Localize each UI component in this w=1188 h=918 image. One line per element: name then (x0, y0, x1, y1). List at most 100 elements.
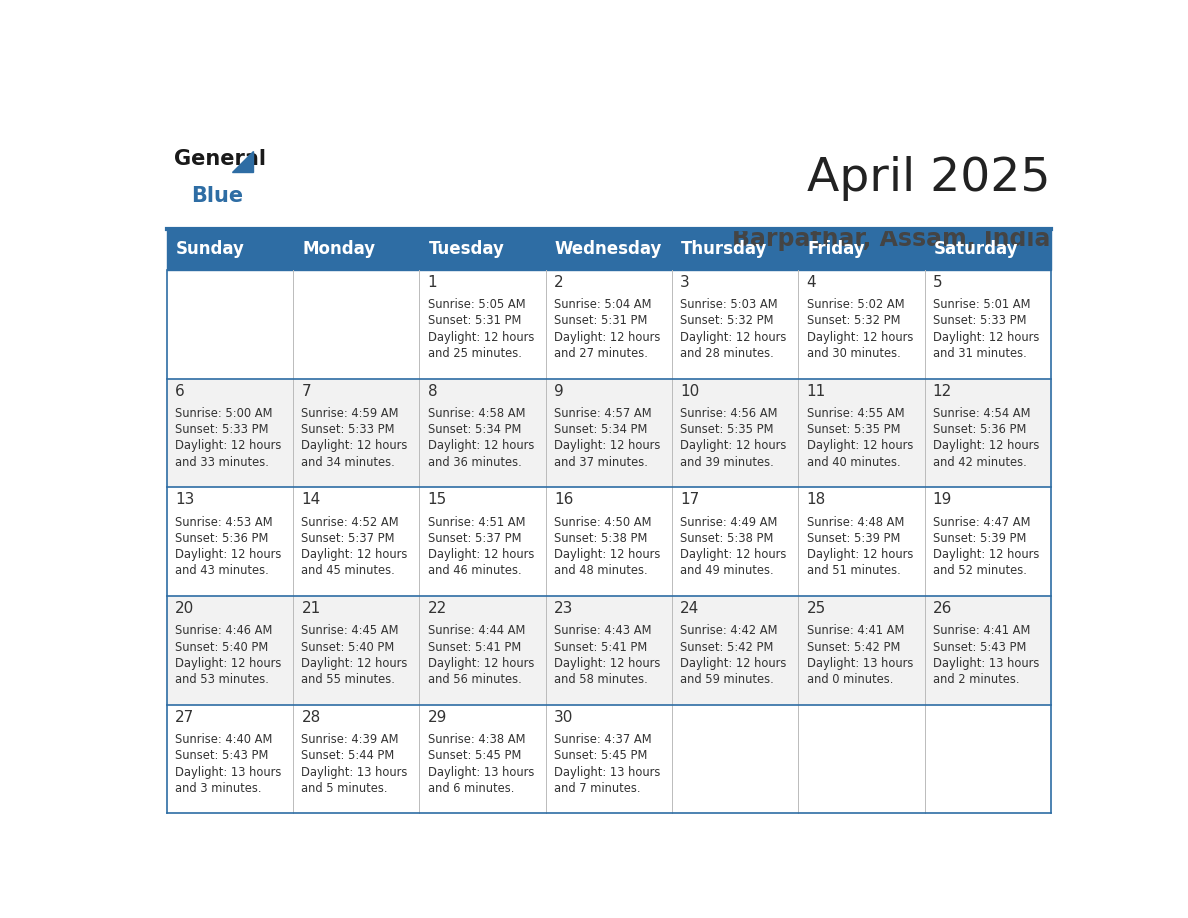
Text: Daylight: 12 hours: Daylight: 12 hours (554, 440, 661, 453)
Text: and 33 minutes.: and 33 minutes. (175, 455, 268, 469)
Text: 6: 6 (175, 384, 185, 398)
Text: Sunrise: 4:55 AM: Sunrise: 4:55 AM (807, 407, 904, 420)
Text: and 53 minutes.: and 53 minutes. (175, 673, 268, 686)
Text: 16: 16 (554, 492, 574, 508)
Polygon shape (233, 151, 253, 173)
Text: Sunset: 5:41 PM: Sunset: 5:41 PM (428, 641, 522, 654)
Bar (166, 229, 1051, 270)
Text: Sunrise: 4:53 AM: Sunrise: 4:53 AM (175, 516, 273, 529)
Text: 30: 30 (554, 710, 574, 724)
Text: Daylight: 12 hours: Daylight: 12 hours (175, 440, 282, 453)
Text: Sunset: 5:42 PM: Sunset: 5:42 PM (681, 641, 773, 654)
Text: Daylight: 12 hours: Daylight: 12 hours (428, 330, 535, 343)
Text: and 31 minutes.: and 31 minutes. (933, 347, 1026, 360)
Text: Daylight: 12 hours: Daylight: 12 hours (681, 330, 786, 343)
Bar (545, 487, 672, 596)
Text: Daylight: 13 hours: Daylight: 13 hours (933, 657, 1040, 670)
Text: and 48 minutes.: and 48 minutes. (554, 565, 647, 577)
Text: and 28 minutes.: and 28 minutes. (681, 347, 775, 360)
Text: Sunrise: 4:56 AM: Sunrise: 4:56 AM (681, 407, 778, 420)
Text: Daylight: 12 hours: Daylight: 12 hours (554, 330, 661, 343)
Text: Daylight: 12 hours: Daylight: 12 hours (681, 440, 786, 453)
Bar (419, 487, 545, 596)
Text: Daylight: 12 hours: Daylight: 12 hours (175, 548, 282, 561)
Text: and 51 minutes.: and 51 minutes. (807, 565, 901, 577)
Text: Sunrise: 5:02 AM: Sunrise: 5:02 AM (807, 298, 904, 311)
Text: 5: 5 (933, 274, 942, 290)
Text: Sunset: 5:33 PM: Sunset: 5:33 PM (175, 423, 268, 436)
Text: and 27 minutes.: and 27 minutes. (554, 347, 647, 360)
Text: Friday: Friday (808, 241, 865, 258)
Text: and 43 minutes.: and 43 minutes. (175, 565, 268, 577)
Text: 21: 21 (302, 601, 321, 616)
Text: Sunrise: 5:00 AM: Sunrise: 5:00 AM (175, 407, 273, 420)
Text: Daylight: 12 hours: Daylight: 12 hours (428, 657, 535, 670)
Text: 2: 2 (554, 274, 563, 290)
Text: and 56 minutes.: and 56 minutes. (428, 673, 522, 686)
Text: 26: 26 (933, 601, 952, 616)
Bar (419, 705, 545, 813)
Bar (293, 378, 419, 487)
Text: Sunset: 5:36 PM: Sunset: 5:36 PM (933, 423, 1026, 436)
Text: Daylight: 12 hours: Daylight: 12 hours (933, 548, 1040, 561)
Text: and 30 minutes.: and 30 minutes. (807, 347, 901, 360)
Text: 4: 4 (807, 274, 816, 290)
Text: April 2025: April 2025 (808, 156, 1051, 201)
Text: Sunset: 5:35 PM: Sunset: 5:35 PM (681, 423, 773, 436)
Text: Sunset: 5:41 PM: Sunset: 5:41 PM (554, 641, 647, 654)
Text: Daylight: 12 hours: Daylight: 12 hours (302, 657, 407, 670)
Text: Sunrise: 4:49 AM: Sunrise: 4:49 AM (681, 516, 778, 529)
Text: and 39 minutes.: and 39 minutes. (681, 455, 775, 469)
Bar (924, 378, 1051, 487)
Bar (545, 378, 672, 487)
Text: Barpathar, Assam, India: Barpathar, Assam, India (733, 227, 1051, 251)
Text: 23: 23 (554, 601, 574, 616)
Text: 10: 10 (681, 384, 700, 398)
Bar (798, 487, 924, 596)
Bar (798, 270, 924, 378)
Text: and 2 minutes.: and 2 minutes. (933, 673, 1019, 686)
Text: Sunrise: 4:51 AM: Sunrise: 4:51 AM (428, 516, 525, 529)
Bar (545, 270, 672, 378)
Bar (545, 705, 672, 813)
Text: Tuesday: Tuesday (429, 241, 505, 258)
Text: Sunday: Sunday (176, 241, 245, 258)
Text: 20: 20 (175, 601, 195, 616)
Text: Thursday: Thursday (681, 241, 767, 258)
Bar (166, 596, 293, 705)
Text: Daylight: 12 hours: Daylight: 12 hours (302, 548, 407, 561)
Text: Sunrise: 4:40 AM: Sunrise: 4:40 AM (175, 733, 272, 746)
Bar (293, 487, 419, 596)
Text: Sunrise: 4:37 AM: Sunrise: 4:37 AM (554, 733, 652, 746)
Text: Daylight: 13 hours: Daylight: 13 hours (175, 766, 282, 778)
Text: Sunset: 5:39 PM: Sunset: 5:39 PM (933, 532, 1026, 545)
Text: and 6 minutes.: and 6 minutes. (428, 782, 514, 795)
Text: Monday: Monday (303, 241, 375, 258)
Text: 7: 7 (302, 384, 311, 398)
Text: Sunset: 5:37 PM: Sunset: 5:37 PM (302, 532, 394, 545)
Text: Sunrise: 4:45 AM: Sunrise: 4:45 AM (302, 624, 399, 637)
Text: Sunset: 5:39 PM: Sunset: 5:39 PM (807, 532, 901, 545)
Bar (798, 705, 924, 813)
Bar (166, 487, 293, 596)
Text: Sunset: 5:34 PM: Sunset: 5:34 PM (554, 423, 647, 436)
Text: Sunset: 5:40 PM: Sunset: 5:40 PM (302, 641, 394, 654)
Text: Sunrise: 4:54 AM: Sunrise: 4:54 AM (933, 407, 1030, 420)
Text: Daylight: 12 hours: Daylight: 12 hours (428, 548, 535, 561)
Text: Sunrise: 5:01 AM: Sunrise: 5:01 AM (933, 298, 1030, 311)
Bar (672, 705, 798, 813)
Text: Sunrise: 4:48 AM: Sunrise: 4:48 AM (807, 516, 904, 529)
Text: 17: 17 (681, 492, 700, 508)
Text: Daylight: 12 hours: Daylight: 12 hours (428, 440, 535, 453)
Text: Daylight: 12 hours: Daylight: 12 hours (554, 548, 661, 561)
Text: Sunrise: 5:05 AM: Sunrise: 5:05 AM (428, 298, 525, 311)
Text: Daylight: 12 hours: Daylight: 12 hours (554, 657, 661, 670)
Bar (166, 378, 293, 487)
Text: Sunrise: 4:38 AM: Sunrise: 4:38 AM (428, 733, 525, 746)
Text: and 46 minutes.: and 46 minutes. (428, 565, 522, 577)
Bar (293, 270, 419, 378)
Text: Daylight: 12 hours: Daylight: 12 hours (807, 330, 912, 343)
Text: Sunrise: 4:41 AM: Sunrise: 4:41 AM (807, 624, 904, 637)
Text: 13: 13 (175, 492, 195, 508)
Bar (924, 270, 1051, 378)
